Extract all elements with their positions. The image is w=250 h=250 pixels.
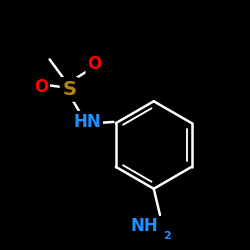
Text: 2: 2 <box>164 231 172 241</box>
Text: NH: NH <box>131 217 159 235</box>
Text: O: O <box>88 56 102 74</box>
Text: O: O <box>34 78 48 96</box>
Text: S: S <box>62 80 76 99</box>
Text: HN: HN <box>73 113 101 131</box>
